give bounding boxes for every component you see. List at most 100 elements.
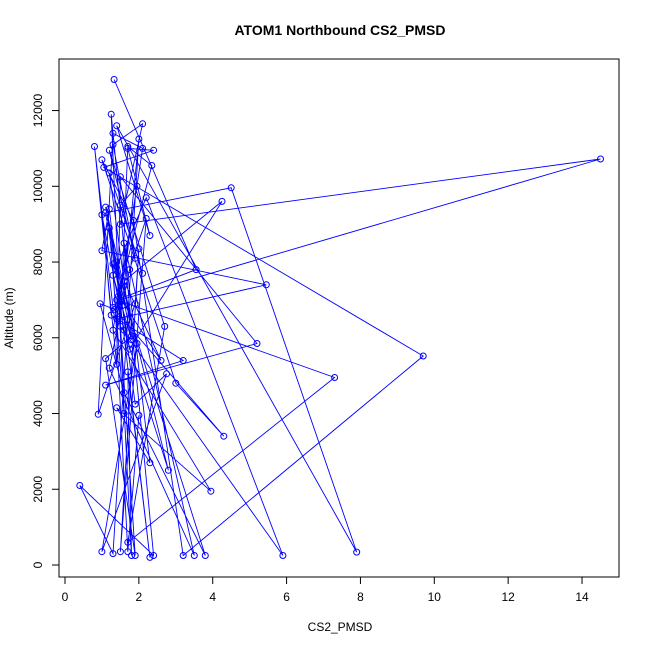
data-point: [91, 143, 98, 150]
data-point: [98, 548, 106, 556]
y-axis-label: Altitude (m): [2, 287, 16, 348]
data-point: [163, 370, 171, 378]
y-tick-label: 2000: [31, 476, 45, 503]
data-point: [120, 389, 128, 397]
data-point: [113, 296, 121, 304]
data-point: [120, 410, 128, 417]
data-point: [164, 466, 172, 474]
data-point: [131, 254, 139, 262]
data-point: [133, 182, 141, 190]
data-point: [172, 379, 180, 387]
data-point: [111, 305, 119, 313]
data-point: [146, 459, 154, 467]
x-tick-label: 2: [136, 590, 143, 604]
data-point: [129, 216, 137, 224]
x-tick-label: 8: [357, 590, 364, 604]
data-point: [227, 184, 235, 192]
data-point: [146, 232, 154, 239]
y-tick-label: 10000: [31, 169, 45, 203]
data-point: [179, 357, 187, 364]
data-point: [118, 302, 126, 310]
x-axis: 0 2 4 6 8 10 12 14: [62, 576, 589, 604]
series-layer: [76, 76, 604, 561]
data-point: [139, 120, 147, 128]
data-point: [109, 326, 117, 334]
data-point: [150, 552, 158, 559]
data-point: [110, 76, 118, 83]
data-point: [116, 548, 124, 556]
data-point: [105, 169, 113, 177]
data-point: [107, 311, 115, 319]
data-point: [105, 146, 113, 154]
data-point: [98, 156, 106, 164]
data-point: [124, 538, 132, 546]
data-point: [597, 155, 604, 163]
data-point: [113, 122, 121, 130]
data-point: [109, 141, 117, 149]
data-point: [131, 400, 139, 408]
data-point: [150, 146, 158, 154]
data-point: [146, 553, 154, 561]
data-point: [94, 410, 102, 418]
x-tick-label: 4: [209, 590, 216, 604]
data-point: [98, 247, 106, 255]
data-point: [76, 482, 84, 489]
data-point: [109, 260, 117, 268]
data-point: [102, 381, 110, 389]
data-point: [109, 129, 117, 137]
series-line: [79, 79, 601, 558]
data-point: [128, 552, 135, 559]
data-point: [192, 266, 200, 274]
data-point: [139, 144, 147, 152]
data-point: [109, 304, 117, 311]
data-point: [120, 326, 128, 334]
data-point: [102, 203, 110, 211]
data-point: [419, 352, 427, 360]
data-point: [116, 201, 124, 209]
data-point: [262, 281, 270, 289]
data-point: [142, 215, 150, 222]
data-point: [157, 357, 165, 364]
data-point: [100, 163, 108, 171]
data-point: [331, 374, 339, 381]
x-axis-label: CS2_PMSD: [308, 620, 373, 634]
x-tick-label: 12: [501, 590, 515, 604]
data-point: [113, 360, 121, 368]
data-point: [139, 269, 147, 277]
data-point: [98, 211, 106, 219]
data-point: [131, 300, 139, 308]
x-tick-label: 14: [575, 590, 589, 604]
data-point: [113, 258, 121, 266]
chart-title: ATOM1 Northbound CS2_PMSD: [234, 22, 445, 38]
data-point: [126, 266, 134, 274]
y-tick-label: 12000: [31, 94, 45, 128]
data-point: [115, 292, 122, 300]
data-point: [135, 245, 143, 253]
data-point: [253, 340, 261, 347]
y-tick-label: 4000: [31, 400, 45, 427]
x-tick-label: 6: [283, 590, 290, 604]
data-point: [135, 411, 143, 419]
data-point: [107, 110, 115, 118]
data-point: [116, 322, 124, 330]
data-point: [142, 194, 150, 202]
data-point: [124, 368, 132, 376]
data-point: [161, 322, 169, 330]
data-point: [131, 552, 139, 559]
data-point: [220, 432, 228, 440]
data-point: [109, 550, 117, 558]
data-point: [109, 271, 117, 279]
data-point: [113, 315, 121, 323]
data-point: [120, 277, 128, 285]
data-point: [179, 552, 187, 559]
data-point: [128, 332, 135, 340]
data-point: [128, 336, 135, 344]
data-point: [116, 220, 124, 228]
y-tick-label: 6000: [31, 324, 45, 351]
data-point: [279, 552, 287, 559]
data-point: [96, 300, 104, 308]
data-point: [124, 143, 132, 150]
data-point: [126, 345, 134, 353]
data-point: [207, 487, 215, 495]
